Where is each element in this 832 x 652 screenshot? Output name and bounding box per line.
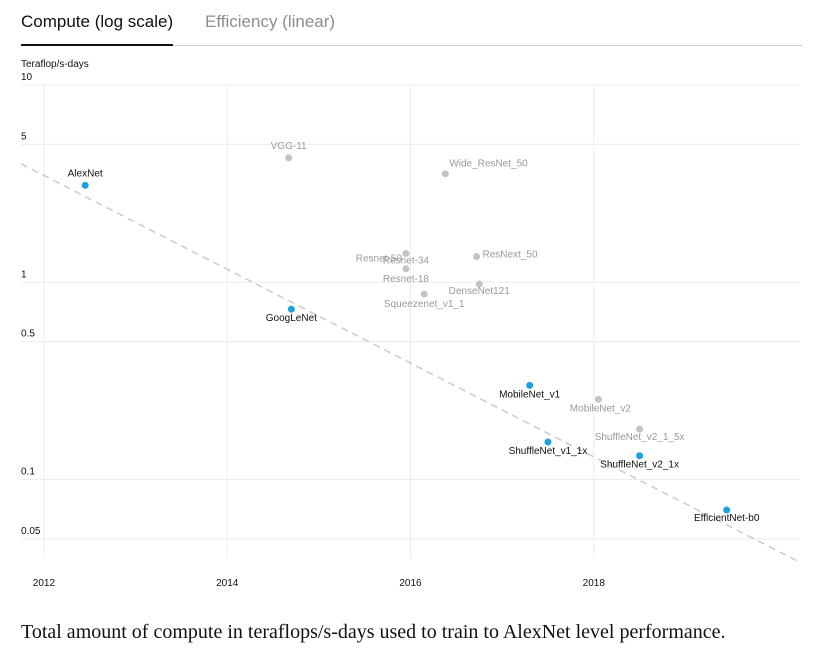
label-vgg-11: VGG-11 — [271, 141, 307, 152]
point-resnet-18 — [402, 265, 410, 273]
label-shufflenet-v2-1x: ShuffleNet_v2_1x — [600, 460, 679, 471]
compute-scatter-chart: 0.05 0.1 0.5 1 5 10 2012 2014 2016 2018 Teraflop… — [20, 59, 801, 589]
label-shufflenet-v2-1-5x: ShuffleNet_v2_1_5x — [595, 432, 685, 443]
x-tick-label: 2012 — [33, 578, 56, 589]
y-tick-label: 5 — [21, 131, 27, 142]
tab-compute-log-scale[interactable]: Compute (log scale) — [21, 12, 174, 46]
point-shufflenet-v2-1-5x — [636, 425, 644, 433]
x-tick-label: 2014 — [216, 578, 239, 589]
chart-tab-bar: Compute (log scale) Efficiency (linear) — [21, 0, 802, 46]
grid-layer — [21, 84, 800, 558]
point-efficientnet-b0 — [723, 506, 731, 514]
x-tick-label: 2016 — [399, 578, 422, 589]
y-tick-label: 0.5 — [21, 329, 35, 340]
label-resnet-18: Resnet-18 — [383, 274, 430, 285]
y-axis-label: Teraflop/s-days — [21, 59, 89, 70]
x-tick-labels: 2012 2014 2016 2018 — [33, 578, 606, 589]
label-mobilenet-v2: MobileNet_v2 — [570, 403, 632, 414]
label-resnet-50: Resnet-50 — [356, 253, 403, 264]
point-squeezenet-v1-1 — [420, 290, 428, 298]
point-alexnet — [81, 181, 89, 189]
point-densenet121 — [475, 280, 483, 288]
point-mobilenet-v1 — [526, 381, 534, 389]
tab-efficiency-linear[interactable]: Efficiency (linear) — [205, 12, 336, 31]
point-resnet-34 — [402, 249, 410, 257]
label-densenet121: DenseNet121 — [449, 286, 511, 297]
point-mobilenet-v2 — [594, 395, 602, 403]
trend-line — [20, 163, 801, 564]
label-shufflenet-v1-1x: ShuffleNet_v1_1x — [509, 446, 588, 457]
label-alexnet: AlexNet — [68, 168, 103, 179]
y-tick-label: 0.05 — [21, 526, 41, 537]
point-wide-resnet-50 — [441, 170, 449, 178]
point-shufflenet-v1-1x — [544, 438, 552, 446]
point-shufflenet-v2-1x — [636, 452, 644, 460]
y-tick-label: 0.1 — [21, 467, 35, 478]
point-vgg-11 — [285, 154, 293, 162]
label-resnet-34: Resnet-34 — [383, 255, 430, 266]
y-tick-label: 1 — [21, 269, 27, 280]
point-resnext-50 — [472, 253, 480, 261]
point-googlenet — [287, 305, 295, 313]
label-googlenet: GoogLeNet — [266, 313, 317, 324]
label-squeezenet-v1-1: Squeezenet_v1_1 — [384, 299, 465, 310]
label-efficientnet-b0: EfficientNet-b0 — [694, 513, 760, 524]
label-resnext-50: ResNext_50 — [482, 250, 537, 261]
label-mobilenet-v1: MobileNet_v1 — [499, 389, 561, 400]
x-tick-label: 2018 — [583, 578, 606, 589]
data-points — [81, 154, 731, 514]
figure-caption: Total amount of compute in teraflops/s-d… — [21, 621, 726, 643]
label-wide-resnet-50: Wide_ResNet_50 — [449, 159, 528, 170]
y-tick-labels: 0.05 0.1 0.5 1 5 10 — [21, 72, 41, 537]
y-tick-label: 10 — [21, 72, 33, 83]
